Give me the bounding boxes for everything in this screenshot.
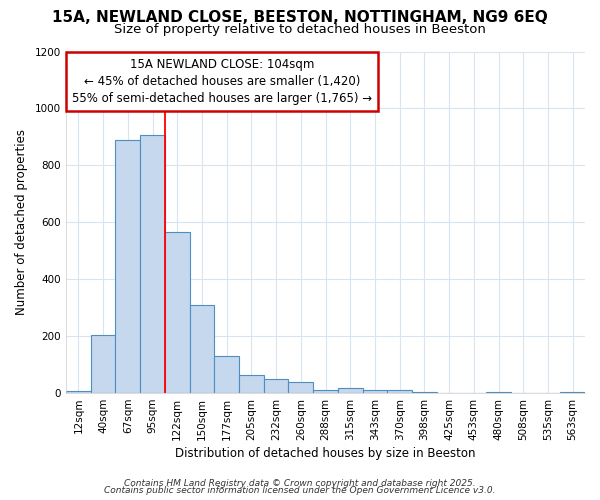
Bar — [66, 391, 91, 393]
Y-axis label: Number of detached properties: Number of detached properties — [15, 130, 28, 316]
Bar — [437, 392, 461, 393]
Bar — [214, 356, 239, 393]
Text: Size of property relative to detached houses in Beeston: Size of property relative to detached ho… — [114, 22, 486, 36]
Text: 15A, NEWLAND CLOSE, BEESTON, NOTTINGHAM, NG9 6EQ: 15A, NEWLAND CLOSE, BEESTON, NOTTINGHAM,… — [52, 10, 548, 25]
Text: Contains public sector information licensed under the Open Government Licence v3: Contains public sector information licen… — [104, 486, 496, 495]
Bar — [264, 379, 289, 393]
Bar — [91, 336, 115, 393]
Bar — [338, 388, 362, 393]
Bar — [362, 390, 388, 393]
Bar — [115, 140, 140, 393]
Bar — [313, 390, 338, 393]
Bar — [560, 392, 585, 393]
Bar — [239, 374, 264, 393]
Bar — [190, 305, 214, 393]
Bar — [140, 136, 165, 393]
Text: 15A NEWLAND CLOSE: 104sqm
← 45% of detached houses are smaller (1,420)
55% of se: 15A NEWLAND CLOSE: 104sqm ← 45% of detac… — [71, 58, 372, 106]
Bar — [412, 392, 437, 393]
Bar — [289, 382, 313, 393]
Text: Contains HM Land Registry data © Crown copyright and database right 2025.: Contains HM Land Registry data © Crown c… — [124, 478, 476, 488]
Bar — [388, 390, 412, 393]
X-axis label: Distribution of detached houses by size in Beeston: Distribution of detached houses by size … — [175, 447, 476, 460]
Bar — [486, 392, 511, 393]
Bar — [165, 232, 190, 393]
